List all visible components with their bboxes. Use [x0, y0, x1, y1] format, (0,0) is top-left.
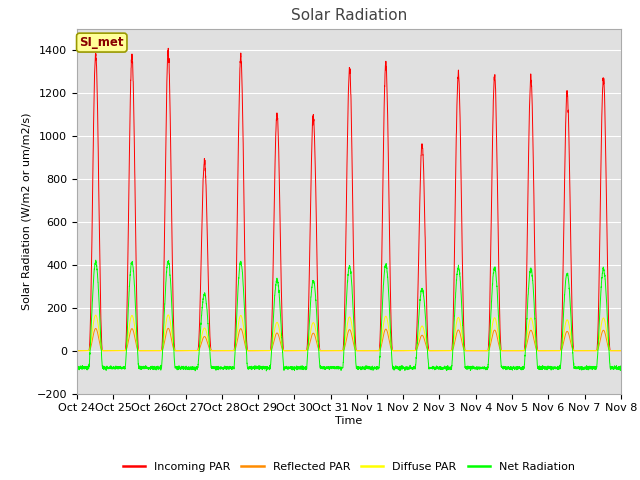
- Net Radiation: [502, 364, 509, 370]
- Net Radiation: [471, 364, 479, 370]
- Line: Diffuse PAR: Diffuse PAR: [77, 315, 621, 351]
- Legend: Incoming PAR, Reflected PAR, Diffuse PAR, Net Radiation: Incoming PAR, Reflected PAR, Diffuse PAR…: [118, 457, 579, 477]
- Reflected PAR: [329, 348, 337, 354]
- Line: Net Radiation: Net Radiation: [77, 260, 621, 371]
- Diffuse PAR: [329, 348, 337, 354]
- Diffuse PAR: [164, 312, 172, 318]
- X-axis label: Time: Time: [335, 416, 362, 426]
- Net Radiation: [171, 361, 179, 367]
- Incoming PAR: [502, 348, 509, 354]
- Incoming PAR: [171, 347, 179, 352]
- Diffuse PAR: [616, 348, 624, 354]
- Reflected PAR: [171, 348, 179, 353]
- Title: Solar Radiation: Solar Radiation: [291, 9, 407, 24]
- Net Radiation: [262, 368, 270, 374]
- Diffuse PAR: [471, 348, 479, 354]
- Diffuse PAR: [171, 348, 179, 353]
- Reflected PAR: [616, 348, 624, 354]
- Net Radiation: [73, 366, 81, 372]
- Diffuse PAR: [441, 348, 449, 354]
- Net Radiation: [92, 257, 100, 263]
- Line: Incoming PAR: Incoming PAR: [77, 48, 621, 351]
- Reflected PAR: [441, 348, 449, 354]
- Diffuse PAR: [502, 348, 509, 354]
- Incoming PAR: [617, 348, 625, 354]
- Incoming PAR: [471, 348, 479, 354]
- Incoming PAR: [164, 46, 172, 51]
- Net Radiation: [617, 363, 625, 369]
- Diffuse PAR: [73, 348, 81, 354]
- Net Radiation: [329, 365, 337, 371]
- Net Radiation: [616, 368, 624, 373]
- Incoming PAR: [441, 348, 449, 354]
- Diffuse PAR: [617, 348, 625, 354]
- Reflected PAR: [73, 348, 81, 354]
- Incoming PAR: [73, 348, 81, 354]
- Text: SI_met: SI_met: [79, 36, 124, 49]
- Reflected PAR: [164, 325, 172, 331]
- Reflected PAR: [617, 348, 625, 354]
- Line: Reflected PAR: Reflected PAR: [77, 328, 621, 351]
- Reflected PAR: [471, 348, 479, 354]
- Net Radiation: [441, 363, 449, 369]
- Incoming PAR: [616, 348, 624, 354]
- Y-axis label: Solar Radiation (W/m2 or um/m2/s): Solar Radiation (W/m2 or um/m2/s): [21, 112, 31, 310]
- Incoming PAR: [329, 348, 337, 354]
- Reflected PAR: [502, 348, 509, 354]
